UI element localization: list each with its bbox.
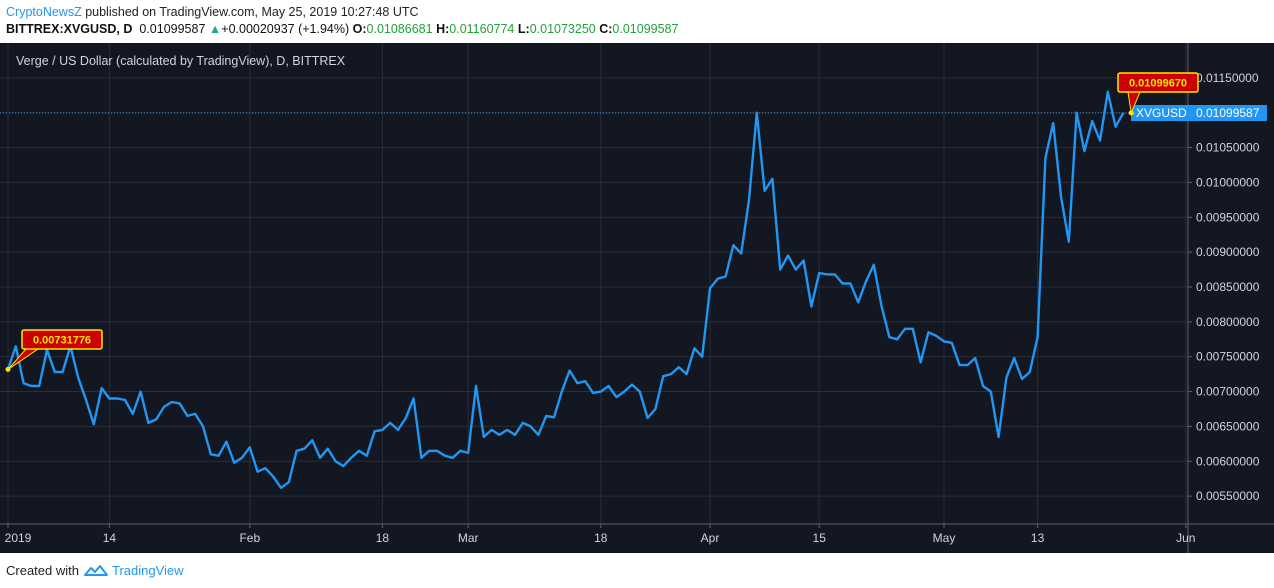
ohlc-line: BITTREX:XVGUSD, D 0.01099587 ▲+0.0002093…	[6, 22, 678, 36]
y-tick-label: 0.00800000	[1196, 315, 1260, 329]
high-value: 0.01160774	[449, 22, 515, 36]
y-tick-label: 0.01050000	[1196, 141, 1260, 155]
publish-line: CryptoNewsZ published on TradingView.com…	[6, 5, 419, 19]
close-value: 0.01099587	[612, 22, 679, 36]
x-tick-label: 15	[813, 531, 827, 545]
last-price-value: 0.01099587	[1196, 106, 1260, 120]
y-tick-label: 0.00700000	[1196, 385, 1260, 399]
y-tick-label: 0.01000000	[1196, 175, 1260, 189]
chart-title: Verge / US Dollar (calculated by Trading…	[16, 54, 346, 68]
open-label: O:	[352, 22, 367, 36]
change-value: +0.00020937 (+1.94%)	[221, 22, 350, 36]
close-label: C:	[599, 22, 613, 36]
last-value: 0.01099587	[139, 22, 206, 36]
high-label: H:	[436, 22, 450, 36]
series-xvgusd-line	[6, 90, 1125, 489]
y-tick-label: 0.00600000	[1196, 454, 1260, 468]
x-tick-label: 13	[1031, 531, 1045, 545]
y-tick-label: 0.00950000	[1196, 210, 1260, 224]
annotation-label: 0.00731776	[33, 335, 91, 347]
footer: Created with TradingView	[6, 563, 184, 578]
y-tick-label: 0.01150000	[1196, 71, 1259, 85]
annotation-point	[5, 366, 11, 372]
low-label: L:	[517, 22, 530, 36]
tradingview-link[interactable]: TradingView	[111, 563, 184, 578]
last-price-badge: XVGUSD 0.01099587	[1131, 104, 1267, 121]
published-text: published on TradingView.com, May 25, 20…	[85, 5, 419, 19]
x-tick-label: Apr	[701, 531, 720, 545]
price-annotations: 0.00731776 0.01099670	[5, 72, 1199, 372]
y-tick-label: 0.00850000	[1196, 280, 1260, 294]
x-tick-label: Mar	[458, 531, 479, 545]
y-tick-label: 0.00650000	[1196, 419, 1260, 433]
x-tick-label: Feb	[239, 531, 260, 545]
chart-background	[0, 43, 1274, 553]
x-tick-label: May	[933, 531, 956, 545]
tradingview-logo-icon	[83, 564, 108, 576]
x-tick-label: 2019	[5, 531, 32, 545]
x-axis[interactable]: 2019 14 Feb 18 Mar 18 Apr 15 May 13 Jun	[5, 524, 1196, 545]
annotation-box	[1117, 72, 1199, 93]
low-value: 0.01073250	[529, 22, 596, 36]
y-tick-label: 0.00550000	[1196, 489, 1260, 503]
symbol-label: BITTREX:XVGUSD, D	[6, 22, 133, 36]
annotation-label: 0.01099670	[1129, 78, 1187, 90]
last-price-badge-bg	[1131, 104, 1267, 121]
created-with-text: Created with	[6, 563, 79, 578]
price-chart[interactable]: 0.011500000.011000000.010500000.01000000…	[0, 43, 1274, 553]
last-price-symbol: XVGUSD	[1136, 106, 1187, 120]
annotation-box	[21, 329, 103, 350]
x-tick-label: Jun	[1176, 531, 1195, 545]
publisher-link[interactable]: CryptoNewsZ	[6, 5, 82, 19]
change-arrow-icon: ▲	[208, 22, 222, 36]
x-tick-label: 14	[103, 531, 117, 545]
x-tick-label: 18	[594, 531, 608, 545]
chart-grid	[0, 43, 1188, 524]
annotation-point	[1128, 110, 1134, 116]
y-tick-label: 0.00750000	[1196, 350, 1260, 364]
open-value: 0.01086681	[366, 22, 433, 36]
y-tick-label: 0.00900000	[1196, 245, 1260, 259]
x-tick-label: 18	[376, 531, 390, 545]
